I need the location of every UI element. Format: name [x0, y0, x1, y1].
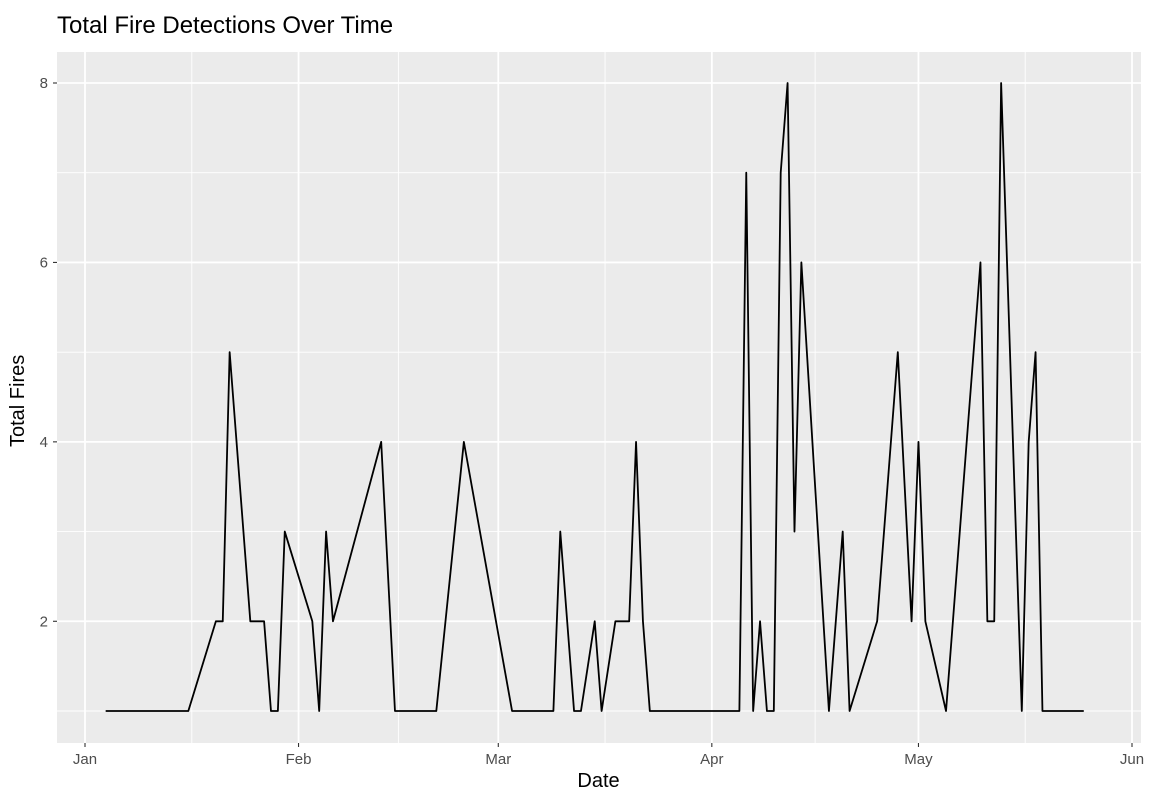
x-tick-label: Jan	[73, 751, 97, 768]
y-axis-title: Total Fires	[7, 354, 29, 447]
series-line	[105, 82, 1084, 712]
chart-title: Total Fire Detections Over Time	[57, 12, 394, 39]
grid-major	[57, 52, 1141, 743]
y-tick-label: 6	[40, 254, 48, 271]
y-axis: 2 4 6 8	[40, 75, 57, 630]
x-tick-label: Apr	[700, 751, 723, 768]
x-axis: Jan Feb Mar Apr May Jun	[73, 743, 1144, 768]
x-tick-label: Feb	[286, 751, 312, 768]
plot-panel	[57, 52, 1141, 743]
x-axis-title: Date	[577, 770, 620, 792]
y-tick-label: 2	[40, 613, 48, 630]
y-tick-label: 8	[40, 75, 48, 92]
x-tick-label: Mar	[485, 751, 511, 768]
y-tick-label: 4	[40, 434, 48, 451]
y-axis-title-wrap: Total Fires	[7, 355, 30, 447]
x-tick-label: Jun	[1120, 751, 1144, 768]
x-tick-label: May	[904, 751, 933, 768]
